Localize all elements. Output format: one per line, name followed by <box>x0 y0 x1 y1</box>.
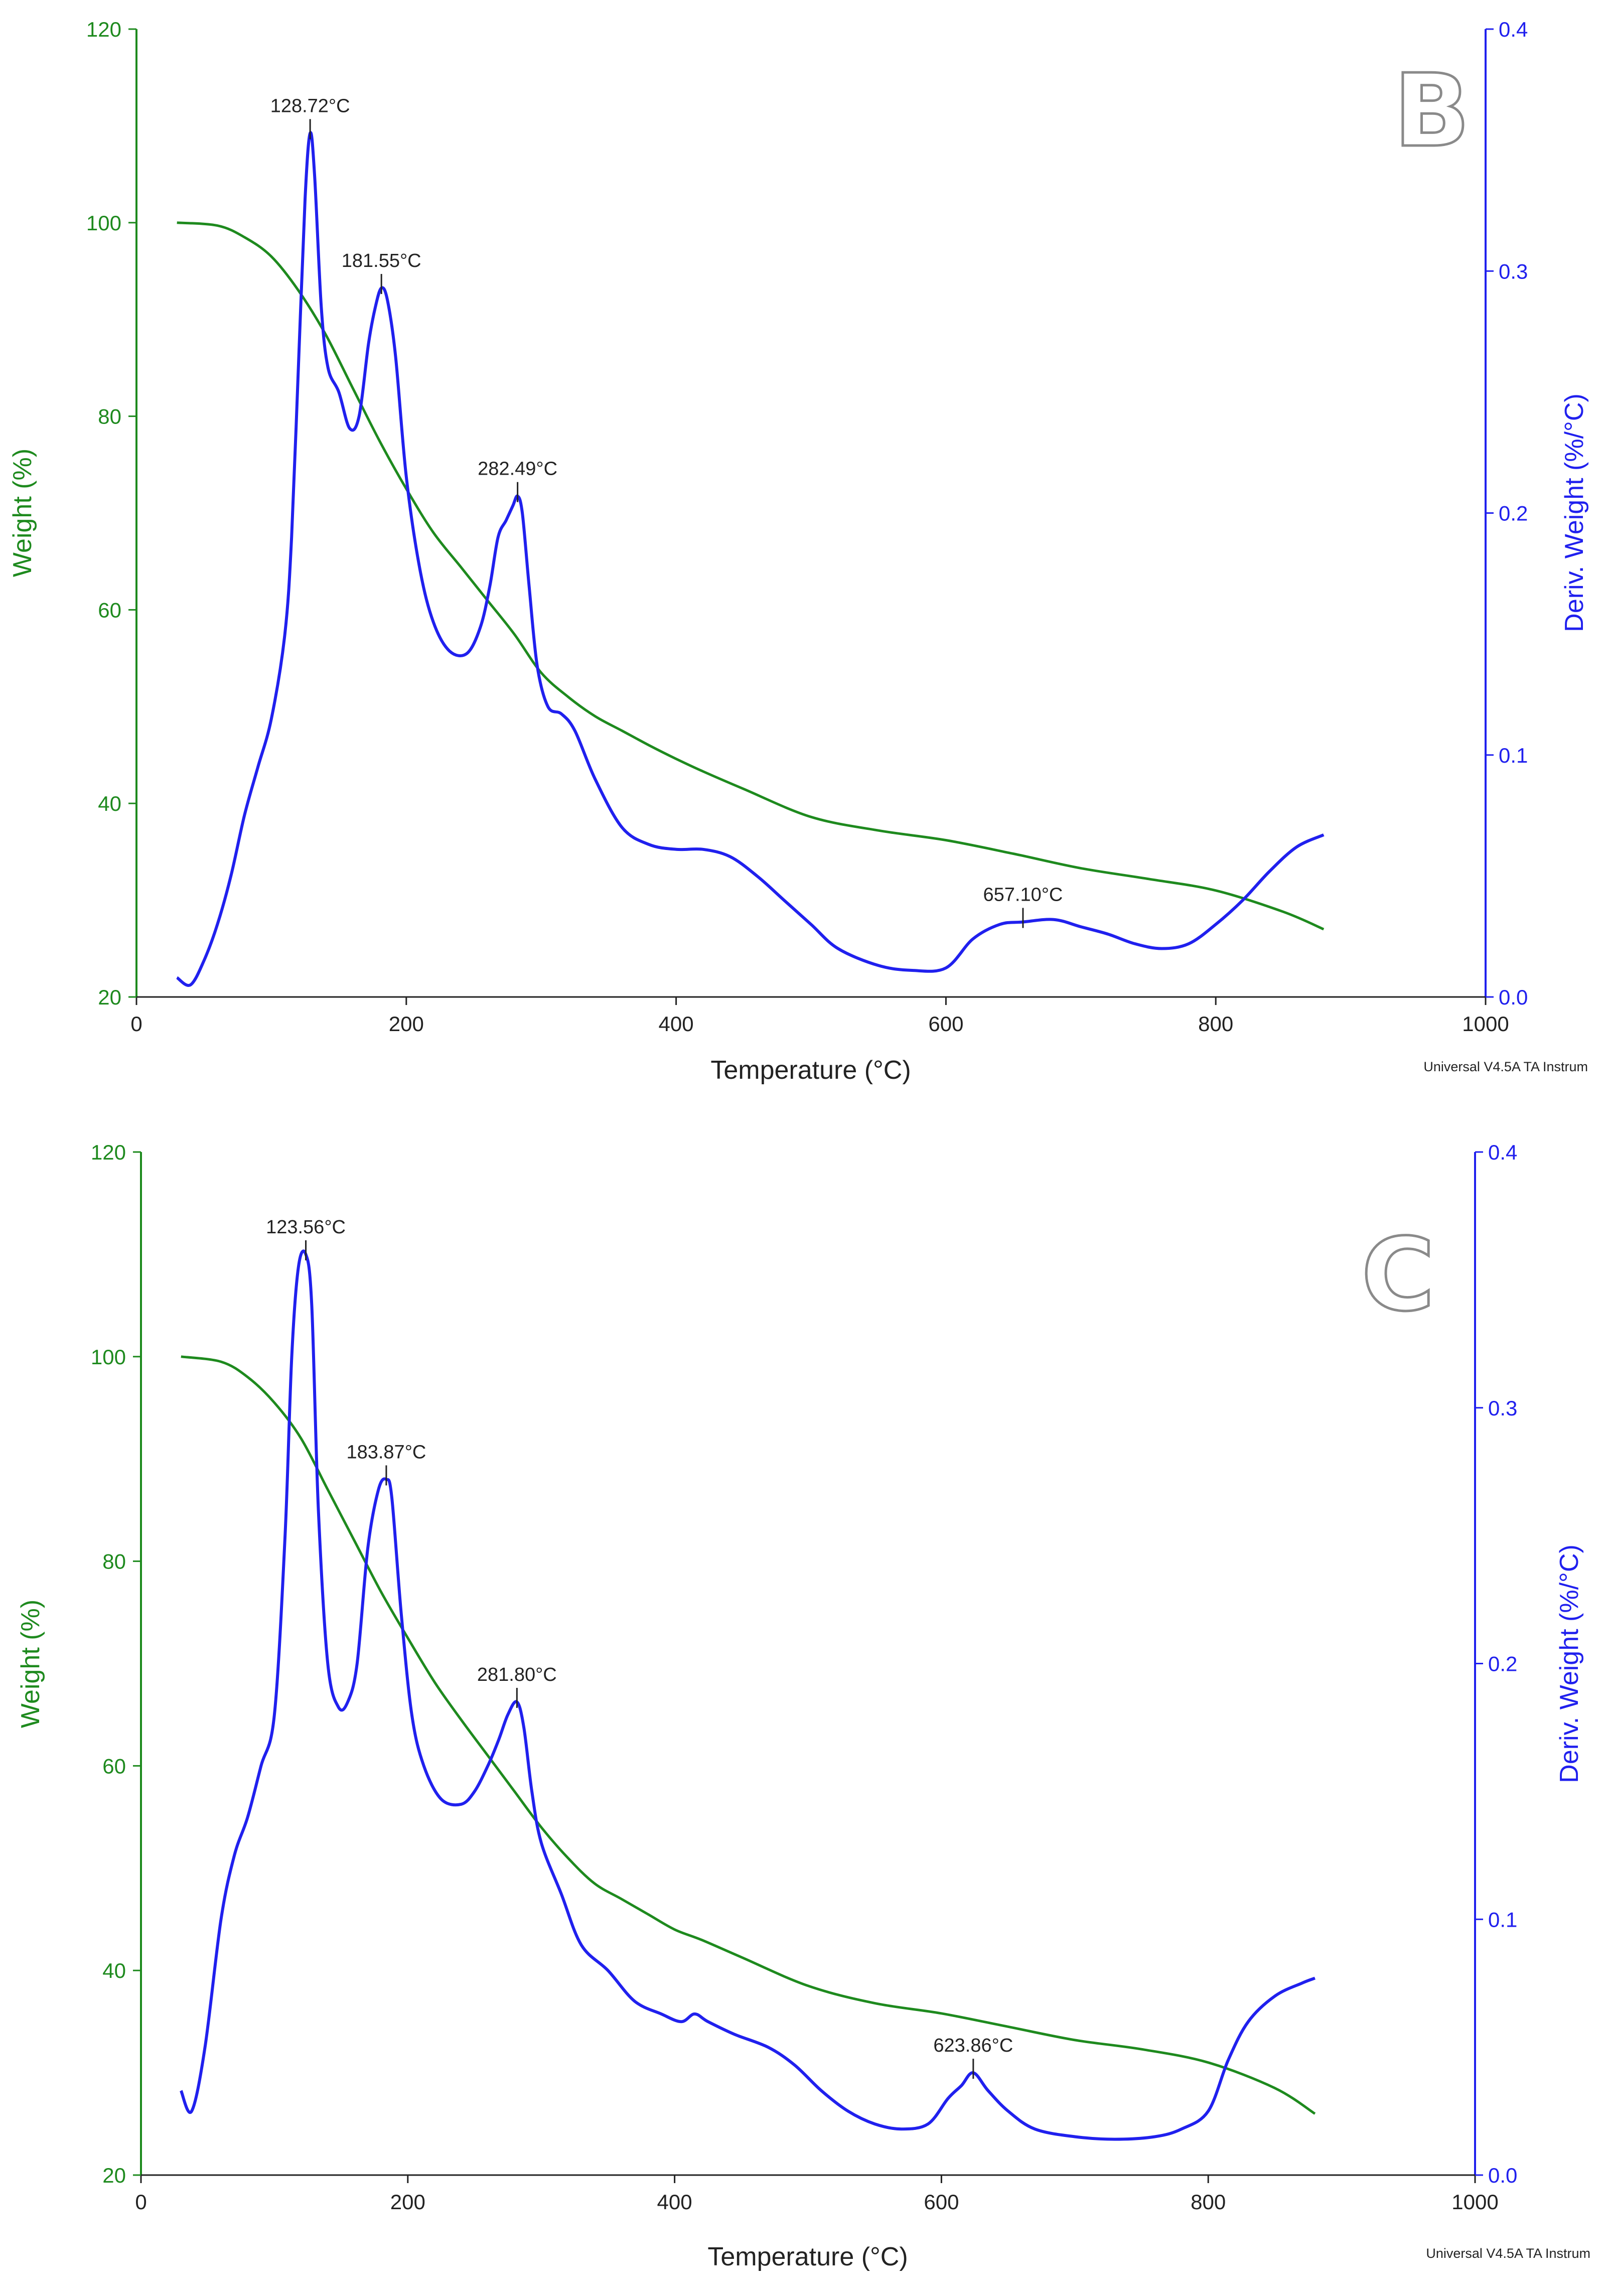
peak-label: 123.56°C <box>266 1217 346 1238</box>
x-tick-labels: 0 200 400 600 800 1000 <box>135 2175 1499 2214</box>
right-y-tick-label: 0.0 <box>1499 985 1528 1009</box>
left-y-tick-label: 60 <box>98 598 121 622</box>
right-y-tick-label: 0.1 <box>1499 744 1528 767</box>
weight-curve <box>181 1355 1316 2115</box>
right-y-tick-label: 0.4 <box>1488 1140 1517 1164</box>
x-tick-label: 1000 <box>1451 2190 1498 2214</box>
x-tick-labels: 0 200 400 600 800 1000 <box>130 997 1509 1036</box>
x-tick-label: 600 <box>924 2190 959 2214</box>
left-y-tick-label: 60 <box>102 1754 126 1778</box>
x-tick-label: 200 <box>389 1012 424 1036</box>
weight-curve <box>177 221 1325 931</box>
left-y-tick-label: 100 <box>86 211 121 235</box>
left-y-tick-label: 120 <box>91 1140 126 1164</box>
right-y-axis-title: Deriv. Weight (%/°C) <box>1560 393 1589 632</box>
left-y-tick-label: 40 <box>102 1959 126 1982</box>
peak-annotations: 128.72°C 181.55°C 282.49°C 657.10°C <box>270 95 1063 928</box>
x-tick-label: 200 <box>390 2190 425 2214</box>
left-y-axis-title: Weight (%) <box>8 449 37 577</box>
left-y-tick-label: 100 <box>91 1345 126 1369</box>
x-tick-label: 800 <box>1191 2190 1226 2214</box>
x-axis-title: Temperature (°C) <box>707 2242 908 2271</box>
right-y-axis-title: Deriv. Weight (%/°C) <box>1555 1544 1584 1783</box>
x-axis-title: Temperature (°C) <box>710 1056 911 1085</box>
left-y-tick-label: 40 <box>98 792 121 815</box>
left-y-axis-title: Weight (%) <box>16 1600 45 1728</box>
x-tick-label: 0 <box>135 2190 147 2214</box>
peak-label: 657.10°C <box>983 885 1063 906</box>
x-tick-label: 400 <box>659 1012 694 1036</box>
right-y-tick-label: 0.2 <box>1499 502 1528 525</box>
left-y-tick-label: 80 <box>102 1550 126 1573</box>
right-y-tick-label: 0.0 <box>1488 2164 1517 2187</box>
right-y-tick-label: 0.3 <box>1488 1396 1517 1420</box>
peak-annotations: 123.56°C 183.87°C 281.80°C 623.86°C <box>266 1217 1013 2079</box>
panel-letter-b: B <box>1394 53 1470 170</box>
left-y-tick-label: 20 <box>98 985 121 1009</box>
left-y-tick-labels: 20 40 60 80 100 120 <box>86 18 136 1009</box>
deriv-weight-curve <box>176 131 1325 987</box>
x-tick-label: 0 <box>130 1012 142 1036</box>
x-tick-label: 400 <box>657 2190 692 2214</box>
x-tick-label: 800 <box>1198 1012 1233 1036</box>
peak-label: 623.86°C <box>933 2035 1013 2056</box>
peak-label: 128.72°C <box>270 95 350 116</box>
right-y-tick-labels: 0.0 0.1 0.2 0.3 0.4 <box>1486 18 1528 1009</box>
right-y-tick-label: 0.3 <box>1499 259 1528 283</box>
peak-label: 181.55°C <box>342 250 421 271</box>
left-y-tick-labels: 20 40 60 80 100 120 <box>91 1140 141 2187</box>
left-y-tick-label: 20 <box>102 2164 126 2187</box>
x-tick-label: 1000 <box>1462 1012 1509 1036</box>
peak-label: 282.49°C <box>478 459 557 480</box>
peak-label: 281.80°C <box>477 1664 557 1685</box>
left-y-tick-label: 80 <box>98 405 121 428</box>
right-y-tick-label: 0.2 <box>1488 1652 1517 1676</box>
instrument-credit: Universal V4.5A TA Instrum <box>1426 2246 1590 2261</box>
right-y-tick-labels: 0.0 0.1 0.2 0.3 0.4 <box>1475 1140 1517 2187</box>
deriv-weight-curve <box>180 1249 1316 2141</box>
right-y-tick-label: 0.4 <box>1499 18 1528 41</box>
panel-letter-c: C <box>1361 1217 1435 1334</box>
x-tick-label: 600 <box>928 1012 963 1036</box>
left-y-tick-label: 120 <box>86 18 121 41</box>
right-y-tick-label: 0.1 <box>1488 1908 1517 1931</box>
instrument-credit: Universal V4.5A TA Instrum <box>1423 1059 1588 1074</box>
peak-label: 183.87°C <box>346 1442 426 1463</box>
